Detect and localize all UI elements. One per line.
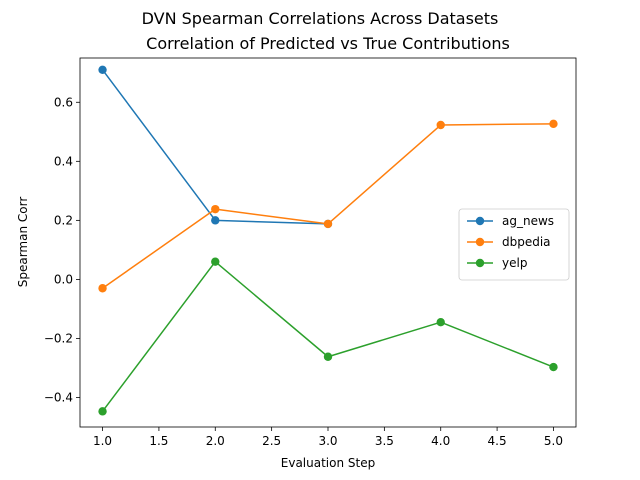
x-tick-label: 2.0: [206, 434, 225, 448]
data-point-ag_news: [211, 216, 220, 225]
x-tick-label: 5.0: [544, 434, 563, 448]
data-point-yelp: [98, 407, 107, 416]
data-point-yelp: [436, 318, 445, 327]
data-point-dbpedia: [98, 284, 107, 293]
legend-label-dbpedia: dbpedia: [502, 235, 551, 249]
data-point-yelp: [323, 352, 333, 361]
chart-subtitle: Correlation of Predicted vs True Contrib…: [146, 34, 510, 53]
legend-label-ag_news: ag_news: [502, 214, 554, 228]
y-tick-label: −0.2: [44, 331, 73, 345]
series-line-yelp: [101, 260, 554, 412]
y-tick-label: 0.6: [54, 95, 73, 109]
y-tick-label: 0.0: [54, 272, 73, 286]
legend-marker-ag_news: [475, 216, 485, 226]
y-tick-label: 0.2: [54, 213, 73, 227]
data-point-dbpedia: [549, 119, 558, 129]
legend-marker-yelp: [475, 258, 485, 268]
data-point-yelp: [211, 257, 220, 266]
data-point-ag_news: [98, 65, 107, 75]
x-tick-label: 1.0: [93, 434, 112, 448]
data-point-yelp: [549, 362, 558, 372]
x-tick-label: 4.0: [431, 434, 450, 448]
chart-title: DVN Spearman Correlations Across Dataset…: [142, 9, 499, 28]
series-line-ag_news: [101, 69, 329, 225]
legend-marker-dbpedia: [475, 237, 485, 247]
x-axis-label: Evaluation Step: [281, 456, 375, 470]
y-axis-label: Spearman Corr: [16, 197, 30, 288]
data-point-dbpedia: [436, 120, 445, 130]
x-tick-label: 3.5: [375, 434, 394, 448]
legend-label-yelp: yelp: [502, 256, 527, 270]
y-tick-label: 0.4: [54, 154, 73, 168]
x-tick-label: 3.0: [318, 434, 337, 448]
y-tick-label: −0.4: [44, 390, 73, 404]
data-point-dbpedia: [323, 219, 333, 229]
x-tick-label: 1.5: [149, 434, 168, 448]
data-point-dbpedia: [211, 204, 220, 214]
x-tick-label: 4.5: [488, 434, 507, 448]
x-tick-label: 2.5: [262, 434, 281, 448]
plot-area: 1.0 1.5 2.0 2.5 3.0 3.5 4.0 4.5 5.0 −0.4 −0.2 0.0 0.…: [44, 57, 577, 448]
